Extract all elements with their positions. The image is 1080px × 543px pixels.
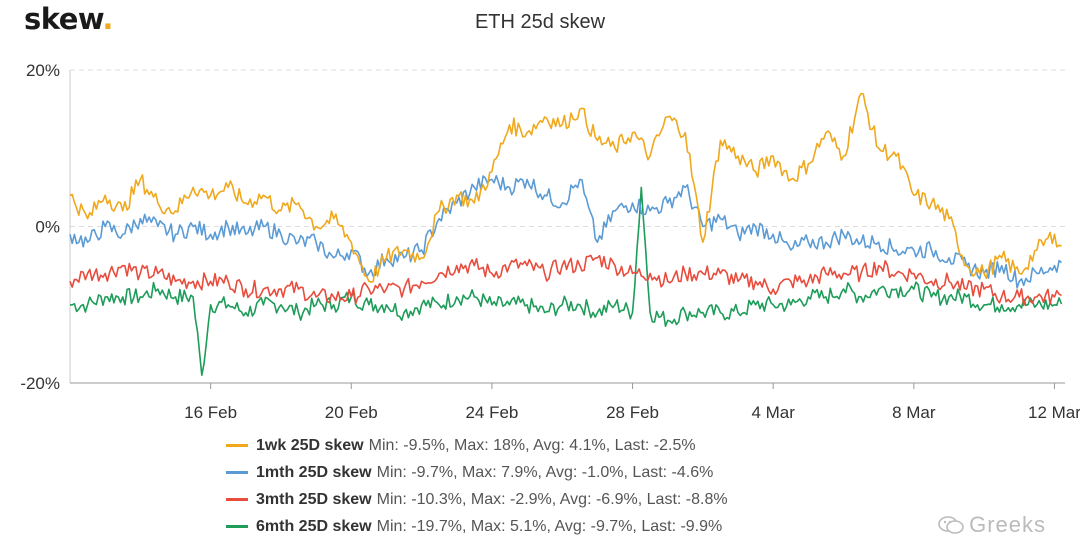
legend-item-6mth[interactable]: 6mth 25D skew Min: -19.7%, Max: 5.1%, Av… bbox=[226, 513, 728, 540]
x-tick-label: 24 Feb bbox=[465, 403, 518, 422]
chart-title: ETH 25d skew bbox=[474, 11, 606, 33]
logo-dot: . bbox=[102, 2, 113, 36]
y-tick-label: 0% bbox=[35, 218, 60, 237]
legend-series-stats: Min: -10.3%, Max: -2.9%, Avg: -6.9%, Las… bbox=[376, 490, 728, 508]
legend-swatch-1mth bbox=[226, 471, 248, 474]
legend-series-name: 6mth 25D skew bbox=[256, 517, 372, 535]
series-lines bbox=[69, 92, 1063, 377]
y-tick-label: -20% bbox=[20, 374, 60, 393]
legend-series-stats: Min: -9.5%, Max: 18%, Avg: 4.1%, Last: -… bbox=[368, 436, 696, 454]
y-tick-label: 20% bbox=[26, 61, 60, 80]
legend-swatch-1wk bbox=[226, 444, 248, 447]
legend-item-1mth[interactable]: 1mth 25D skew Min: -9.7%, Max: 7.9%, Avg… bbox=[226, 459, 728, 486]
x-tick-label: 16 Feb bbox=[184, 403, 237, 422]
legend-swatch-6mth bbox=[226, 525, 248, 528]
logo-text: skew bbox=[24, 2, 103, 36]
series-line-1wk bbox=[69, 92, 1062, 283]
legend-series-name: 1mth 25D skew bbox=[256, 463, 372, 481]
skew-logo: skew. bbox=[24, 2, 113, 36]
x-tick-label: 4 Mar bbox=[751, 403, 795, 422]
x-axis: 16 Feb 20 Feb 24 Feb 28 Feb 4 Mar 8 Mar 12 Mar bbox=[70, 382, 1080, 422]
watermark: Greeks bbox=[937, 512, 1046, 538]
wechat-icon bbox=[938, 516, 964, 534]
series-line-1mth bbox=[69, 175, 1062, 289]
x-tick-label: 12 Mar bbox=[1028, 403, 1080, 422]
legend-series-stats: Min: -19.7%, Max: 5.1%, Avg: -9.7%, Last… bbox=[376, 517, 723, 535]
series-line-3mth bbox=[69, 254, 1062, 307]
watermark-text: Greeks bbox=[969, 512, 1046, 537]
y-axis: 20% 0% -20% bbox=[20, 61, 71, 393]
x-tick-label: 28 Feb bbox=[606, 403, 659, 422]
legend-swatch-3mth bbox=[226, 498, 248, 501]
legend-series-name: 3mth 25D skew bbox=[256, 490, 372, 508]
legend-series-name: 1wk 25D skew bbox=[256, 436, 364, 454]
x-tick-label: 8 Mar bbox=[892, 403, 936, 422]
series-line-6mth bbox=[69, 186, 1063, 377]
legend-item-1wk[interactable]: 1wk 25D skew Min: -9.5%, Max: 18%, Avg: … bbox=[226, 432, 728, 459]
legend-series-stats: Min: -9.7%, Max: 7.9%, Avg: -1.0%, Last:… bbox=[376, 463, 714, 481]
x-tick-label: 20 Feb bbox=[325, 403, 378, 422]
legend-item-3mth[interactable]: 3mth 25D skew Min: -10.3%, Max: -2.9%, A… bbox=[226, 486, 728, 513]
legend: 1wk 25D skew Min: -9.5%, Max: 18%, Avg: … bbox=[226, 432, 728, 540]
